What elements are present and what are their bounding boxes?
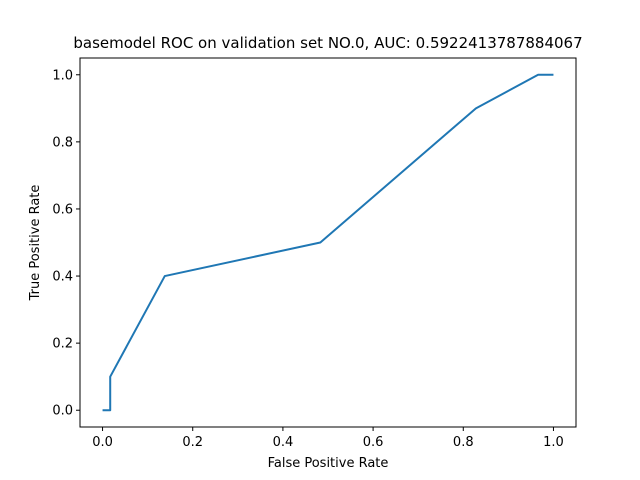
- x-tick-label: 0.2: [182, 435, 203, 450]
- y-tick-label: 0.0: [52, 404, 73, 419]
- y-tick-label: 1.0: [52, 68, 73, 83]
- y-axis-label: True Positive Rate: [28, 185, 43, 302]
- x-axis-label: False Positive Rate: [268, 456, 389, 471]
- plot-frame: [79, 57, 577, 428]
- x-tick-label: 0.6: [363, 435, 384, 450]
- y-tick-label: 0.2: [52, 337, 73, 352]
- y-axis: 0.0 0.2 0.4 0.6 0.8 1.0: [52, 68, 80, 419]
- y-tick-label: 0.4: [52, 270, 73, 285]
- roc-curve-line: [102, 73, 554, 412]
- x-tick-label: 0.0: [92, 435, 113, 450]
- y-tick-label: 0.6: [52, 202, 73, 217]
- x-tick-label: 0.8: [453, 435, 474, 450]
- y-tick-label: 0.8: [52, 135, 73, 150]
- x-axis: 0.0 0.2 0.4 0.6 0.8 1.0: [92, 427, 564, 450]
- series-layer: [102, 73, 554, 412]
- chart-title: basemodel ROC on validation set NO.0, AU…: [73, 34, 582, 52]
- x-tick-label: 1.0: [543, 435, 564, 450]
- x-tick-label: 0.4: [273, 435, 294, 450]
